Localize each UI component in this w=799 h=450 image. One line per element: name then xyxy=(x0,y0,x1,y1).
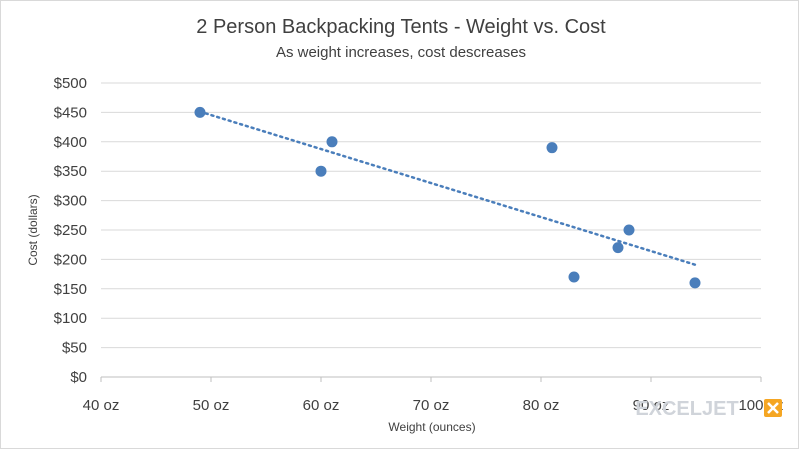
chart-title: 2 Person Backpacking Tents - Weight vs. … xyxy=(196,16,606,38)
data-point xyxy=(623,224,635,236)
x-tick-label: 50 oz xyxy=(193,397,230,414)
data-point xyxy=(326,136,338,148)
y-axis-ticks: $0 $50 $100 $150 $200 $250 $300 $350 $400 $450 $50… xyxy=(54,75,87,386)
y-tick-label: $300 xyxy=(54,193,87,210)
y-tick-label: $150 xyxy=(54,281,87,298)
chart-subtitle: As weight increases, cost descreases xyxy=(276,44,526,61)
x-tick-label: 60 oz xyxy=(303,397,340,414)
y-tick-label: $500 xyxy=(54,75,87,92)
data-point xyxy=(689,277,701,289)
x-tick-label: 70 oz xyxy=(413,397,450,414)
x-tick-label: 80 oz xyxy=(523,397,560,414)
y-tick-label: $50 xyxy=(62,340,87,357)
x-axis-label: Weight (ounces) xyxy=(388,420,475,434)
data-point xyxy=(612,242,624,254)
trendline xyxy=(198,110,697,266)
x-tick-label: 40 oz xyxy=(83,397,120,414)
watermark-text: EXCELJET xyxy=(635,398,738,420)
y-tick-label: $250 xyxy=(54,222,87,239)
y-tick-label: $100 xyxy=(54,310,87,327)
exceljet-logo: EXCELJET xyxy=(635,398,782,420)
y-tick-label: $450 xyxy=(54,104,87,121)
data-point xyxy=(568,271,580,283)
data-point xyxy=(546,142,558,154)
y-axis-label: Cost (dollars) xyxy=(26,194,40,265)
watermark-icon-mark xyxy=(767,402,779,414)
y-tick-label: $350 xyxy=(54,163,87,180)
grid-layer xyxy=(101,82,761,378)
x-tick-label: 90 oz xyxy=(633,397,670,414)
data-point xyxy=(315,165,327,177)
data-points xyxy=(194,106,701,289)
y-tick-label: $200 xyxy=(54,251,87,268)
y-tick-label: $0 xyxy=(70,369,87,386)
data-point xyxy=(194,106,206,118)
y-tick-label: $400 xyxy=(54,134,87,151)
